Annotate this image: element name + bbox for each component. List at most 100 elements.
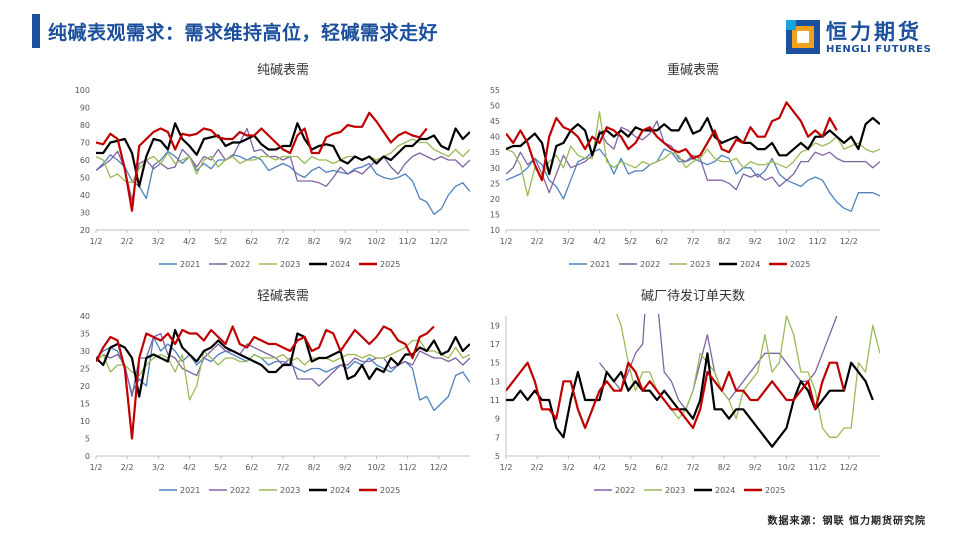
- x-tick-label: 2/2: [121, 237, 134, 246]
- x-tick-label: 2/2: [531, 463, 544, 472]
- x-tick-label: 2/2: [531, 237, 544, 246]
- series-line-2021: [96, 150, 470, 215]
- x-tick-label: 4/2: [593, 237, 606, 246]
- y-tick-label: 13: [490, 377, 500, 386]
- y-tick-label: 17: [490, 340, 500, 349]
- series-line-2025: [96, 111, 428, 212]
- legend-label: 2025: [790, 260, 810, 269]
- y-tick-label: 15: [80, 400, 90, 409]
- legend-label: 2023: [665, 486, 685, 495]
- title-accent-bar: [32, 14, 40, 48]
- y-tick-label: 19: [490, 321, 500, 330]
- x-tick-label: 6/2: [245, 463, 258, 472]
- x-tick-label: 12/2: [840, 237, 858, 246]
- y-tick-label: 25: [80, 365, 90, 374]
- x-tick-label: 11/2: [809, 237, 827, 246]
- y-tick-label: 60: [80, 156, 90, 165]
- x-tick-label: 5/2: [214, 237, 227, 246]
- y-tick-label: 40: [80, 312, 90, 321]
- y-tick-label: 15: [490, 210, 500, 219]
- y-tick-label: 50: [80, 174, 90, 183]
- y-tick-label: 35: [490, 148, 500, 157]
- chart-title: 轻碱表需: [257, 289, 309, 304]
- legend-label: 2024: [715, 486, 735, 495]
- x-tick-label: 5/2: [214, 463, 227, 472]
- x-tick-label: 6/2: [245, 237, 258, 246]
- x-tick-label: 11/2: [809, 463, 827, 472]
- series-line-2023: [506, 111, 880, 197]
- x-tick-label: 6/2: [655, 463, 668, 472]
- legend-label: 2022: [230, 260, 250, 269]
- x-tick-label: 12/2: [840, 463, 858, 472]
- x-tick-label: 9/2: [339, 463, 352, 472]
- series-line-2024: [506, 116, 880, 176]
- series-line-2025: [506, 101, 838, 182]
- legend-label: 2021: [590, 260, 610, 269]
- company-logo: 恒力期货 HENGLI FUTURES: [786, 16, 946, 62]
- y-tick-label: 30: [80, 347, 90, 356]
- x-tick-label: 8/2: [308, 463, 321, 472]
- legend-label: 2023: [280, 486, 300, 495]
- x-tick-label: 10/2: [778, 237, 796, 246]
- chart-title: 纯碱表需: [257, 63, 309, 78]
- y-tick-label: 40: [80, 191, 90, 200]
- series-line-2021: [96, 336, 470, 412]
- x-tick-label: 7/2: [277, 237, 290, 246]
- y-tick-label: 20: [80, 382, 90, 391]
- data-source: 数据来源：钢联 恒力期货研究院: [767, 516, 926, 527]
- x-tick-label: 10/2: [368, 237, 386, 246]
- x-tick-label: 1/2: [500, 237, 513, 246]
- slide-title: 纯碱表观需求：需求维持高位，轻碱需求走好: [48, 22, 439, 44]
- x-tick-label: 2/2: [121, 463, 134, 472]
- x-tick-label: 11/2: [399, 463, 417, 472]
- series-line-2022: [96, 127, 470, 201]
- x-tick-label: 8/2: [718, 237, 731, 246]
- x-tick-label: 9/2: [339, 237, 352, 246]
- y-tick-label: 30: [80, 209, 90, 218]
- legend-label: 2024: [330, 486, 350, 495]
- y-tick-label: 11: [490, 396, 500, 405]
- y-tick-label: 10: [80, 417, 90, 426]
- series-line-2025: [506, 361, 846, 430]
- legend-label: 2024: [740, 260, 760, 269]
- y-tick-label: 100: [75, 86, 90, 95]
- x-tick-label: 3/2: [152, 237, 165, 246]
- y-tick-label: 55: [490, 86, 500, 95]
- y-tick-label: 10: [490, 226, 500, 235]
- x-tick-label: 4/2: [593, 463, 606, 472]
- x-tick-label: 12/2: [430, 237, 448, 246]
- x-tick-label: 1/2: [90, 237, 103, 246]
- x-tick-label: 8/2: [718, 463, 731, 472]
- series-line-2024: [506, 352, 874, 448]
- x-tick-label: 3/2: [152, 463, 165, 472]
- x-tick-label: 1/2: [90, 463, 103, 472]
- y-tick-label: 25: [490, 179, 500, 188]
- legend-label: 2024: [330, 260, 350, 269]
- x-tick-label: 4/2: [183, 237, 196, 246]
- y-tick-label: 30: [490, 164, 500, 173]
- chart-order-days: 碱厂待发订单天数 5 7 9 11 13 15 17 19 1/2 2/2 3/2 4/2 5/2 6/2 7…: [490, 288, 880, 495]
- chart-soda-ash-demand: 纯碱表需 20 30 40 50 60 70 80 90 100 1/2 2/2 3/2 4/2 5/2 6/…: [75, 63, 470, 269]
- y-tick-label: 50: [490, 102, 500, 111]
- x-tick-label: 6/2: [655, 237, 668, 246]
- y-tick-label: 45: [490, 117, 500, 126]
- legend-label: 2025: [765, 486, 785, 495]
- y-tick-label: 35: [80, 330, 90, 339]
- x-tick-label: 3/2: [562, 463, 575, 472]
- x-tick-label: 7/2: [687, 463, 700, 472]
- legend-label: 2025: [380, 260, 400, 269]
- legend-label: 2022: [640, 260, 660, 269]
- y-tick-label: 90: [80, 104, 90, 113]
- y-tick-label: 5: [495, 452, 500, 461]
- x-tick-label: 1/2: [500, 463, 513, 472]
- x-tick-label: 7/2: [277, 463, 290, 472]
- x-tick-label: 5/2: [624, 463, 637, 472]
- logo-mark-icon: [786, 20, 820, 54]
- series-line-2025: [96, 325, 435, 440]
- y-tick-label: 5: [85, 435, 90, 444]
- series-line-2024: [96, 122, 470, 188]
- series-line-2023: [96, 138, 470, 184]
- x-tick-label: 10/2: [778, 463, 796, 472]
- x-tick-label: 12/2: [430, 463, 448, 472]
